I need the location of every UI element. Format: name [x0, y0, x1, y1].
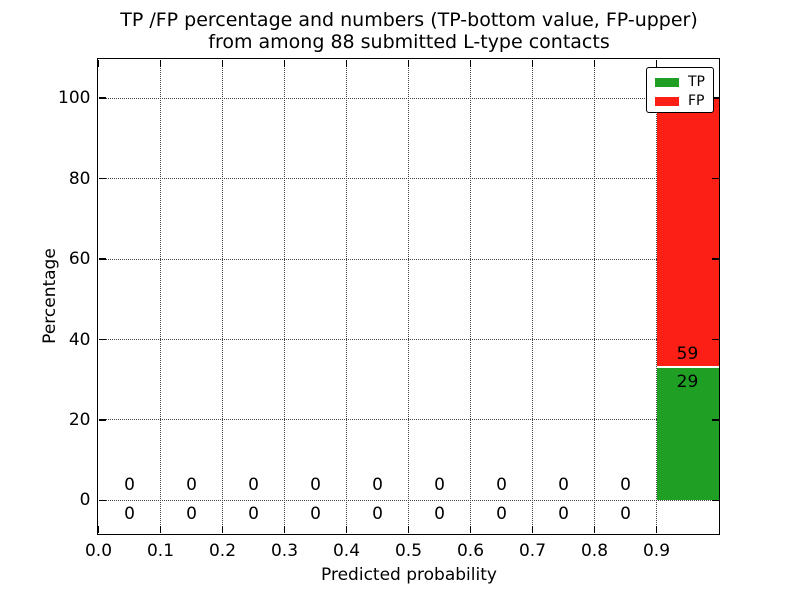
y-tick-left — [98, 177, 106, 180]
gridline-vertical — [222, 60, 223, 533]
tp-count-label: 0 — [248, 504, 259, 525]
legend-entry-fp: FP — [655, 92, 713, 111]
bar-segment-fp — [656, 98, 719, 366]
x-tick-label: 0.3 — [270, 541, 299, 561]
x-tick-bottom — [97, 526, 100, 533]
x-tick-label: 0.4 — [332, 541, 361, 561]
bar-segment-tp — [656, 367, 719, 501]
x-tick-top — [345, 60, 348, 67]
x-tick-label: 0.9 — [642, 541, 671, 561]
y-tick-right — [711, 338, 719, 341]
x-tick-top — [407, 60, 410, 67]
chart-title-line2: from among 88 submitted L-type contacts — [208, 31, 610, 53]
y-tick-label: 60 — [68, 249, 91, 270]
tp-count-label: 0 — [496, 504, 507, 525]
fp-count-label: 0 — [310, 475, 321, 496]
y-tick-left — [98, 258, 106, 260]
x-tick-label: 0.5 — [394, 541, 423, 561]
x-tick-top — [531, 60, 534, 67]
x-tick-label: 0.2 — [208, 541, 237, 561]
x-tick-label: 0.7 — [518, 541, 547, 561]
legend: TP FP — [646, 67, 714, 113]
x-tick-top — [469, 60, 472, 67]
x-tick-bottom — [159, 526, 162, 533]
fp-count-label: 0 — [620, 475, 631, 496]
y-tick-label: 80 — [68, 168, 91, 189]
x-tick-bottom — [655, 526, 658, 533]
x-tick-label: 0.8 — [580, 541, 609, 561]
x-tick-top — [593, 60, 596, 67]
x-axis-label: Predicted probability — [321, 565, 497, 585]
y-tick-label: 100 — [58, 88, 91, 109]
y-tick-left — [98, 419, 106, 421]
tp-count-label: 29 — [676, 371, 699, 392]
tp-count-label: 0 — [558, 504, 569, 525]
tp-count-label: 0 — [434, 504, 445, 525]
y-tick-right — [711, 97, 719, 99]
x-tick-top — [283, 60, 286, 67]
plot-frame — [96, 58, 721, 535]
gridline-vertical — [532, 60, 533, 533]
x-tick-bottom — [593, 526, 596, 533]
fp-count-label: 0 — [434, 475, 445, 496]
y-tick-label: 20 — [68, 409, 91, 430]
legend-swatch-fp — [655, 97, 679, 106]
tp-count-label: 0 — [372, 504, 383, 525]
tp-count-label: 0 — [620, 504, 631, 525]
y-axis-label: Percentage — [40, 248, 60, 344]
fp-count-label: 0 — [496, 475, 507, 496]
fp-count-label: 0 — [248, 475, 259, 496]
tp-count-label: 0 — [186, 504, 197, 525]
fp-count-label: 59 — [676, 343, 699, 364]
x-tick-bottom — [531, 526, 534, 533]
gridline-vertical — [160, 60, 161, 533]
legend-label: TP — [688, 74, 705, 90]
x-tick-bottom — [469, 526, 472, 533]
y-tick-left — [98, 97, 106, 99]
gridline-vertical — [408, 60, 409, 533]
x-tick-top — [97, 60, 100, 67]
chart-title: TP /FP percentage and numbers (TP-bottom… — [98, 9, 720, 53]
chart-title-line1: TP /FP percentage and numbers (TP-bottom… — [120, 9, 698, 31]
y-tick-left — [98, 338, 106, 341]
x-tick-top — [221, 60, 224, 67]
legend-swatch-tp — [655, 78, 679, 87]
x-tick-label: 0.0 — [84, 541, 113, 561]
gridline-vertical — [284, 60, 285, 533]
gridline-vertical — [346, 60, 347, 533]
x-tick-top — [655, 60, 658, 67]
legend-label: FP — [688, 93, 705, 109]
x-tick-top — [159, 60, 162, 67]
y-tick-right — [711, 419, 719, 421]
tp-count-label: 0 — [310, 504, 321, 525]
fp-count-label: 0 — [124, 475, 135, 496]
x-tick-bottom — [345, 526, 348, 533]
x-tick-label: 0.6 — [456, 541, 485, 561]
legend-entry-tp: TP — [655, 73, 713, 92]
x-tick-bottom — [221, 526, 224, 533]
y-tick-right — [711, 177, 719, 180]
y-tick-label: 40 — [68, 329, 91, 350]
fp-count-label: 0 — [186, 475, 197, 496]
y-tick-right — [711, 258, 719, 260]
gridline-vertical — [594, 60, 595, 533]
y-tick-right — [711, 499, 719, 502]
x-tick-bottom — [407, 526, 410, 533]
gridline-vertical — [470, 60, 471, 533]
fp-count-label: 0 — [558, 475, 569, 496]
fp-count-label: 0 — [372, 475, 383, 496]
x-tick-label: 0.1 — [146, 541, 175, 561]
y-tick-label: 0 — [79, 490, 91, 511]
tp-count-label: 0 — [124, 504, 135, 525]
y-tick-left — [98, 499, 106, 502]
x-tick-bottom — [283, 526, 286, 533]
